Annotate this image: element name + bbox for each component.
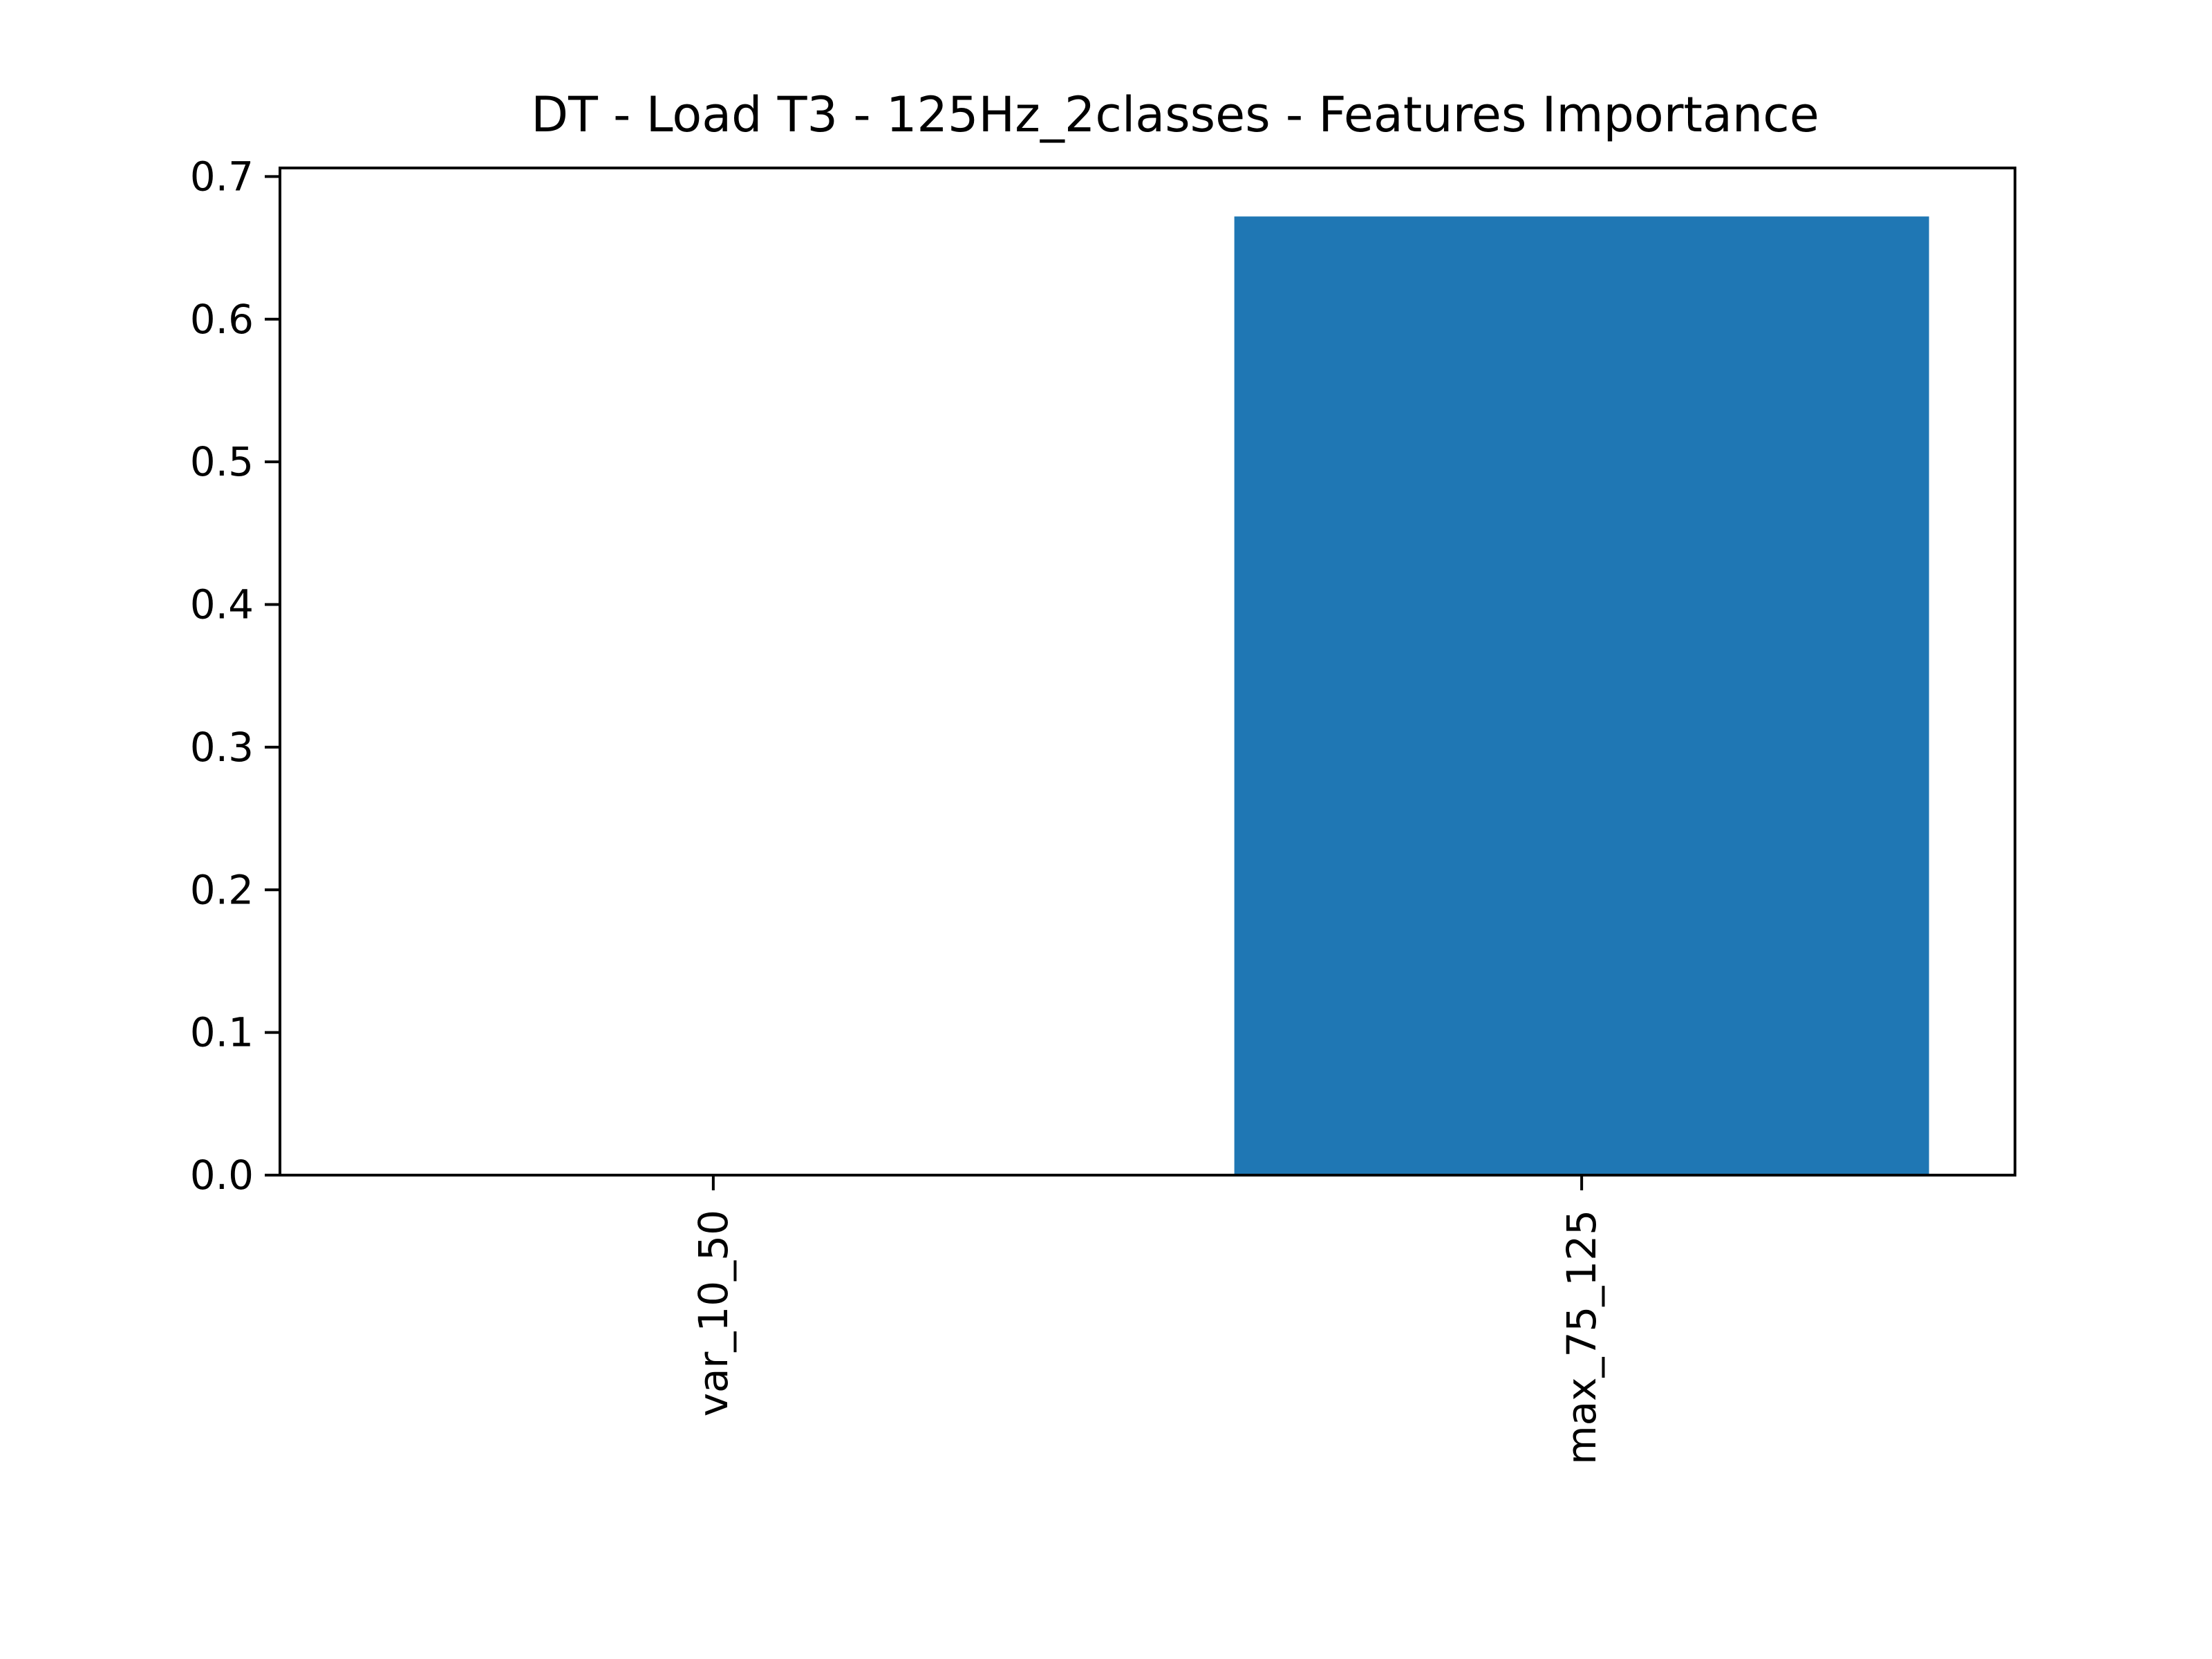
y-tick-label: 0.3 <box>190 724 254 771</box>
y-tick-label: 0.2 <box>190 866 254 913</box>
y-tick-label: 0.0 <box>190 1152 254 1199</box>
bars-layer <box>1234 216 1929 1176</box>
y-tick-label: 0.5 <box>190 438 254 485</box>
y-tick-label: 0.7 <box>190 153 254 200</box>
bar-max-75-125 <box>1234 216 1929 1176</box>
chart-title: DT - Load T3 - 125Hz_2classes - Features… <box>531 86 1819 143</box>
x-tick-label: var_10_50 <box>690 1210 737 1416</box>
y-tick-label: 0.1 <box>190 1009 254 1056</box>
y-tick-label: 0.4 <box>190 581 254 628</box>
x-axis: var_10_50 max_75_125 <box>690 1175 1605 1465</box>
y-axis: 0.0 0.1 0.2 0.3 0.4 0.5 0.6 0.7 <box>190 153 280 1199</box>
y-tick-label: 0.6 <box>190 296 254 343</box>
x-tick-label: max_75_125 <box>1558 1210 1605 1465</box>
plot-frame <box>279 167 2016 1177</box>
